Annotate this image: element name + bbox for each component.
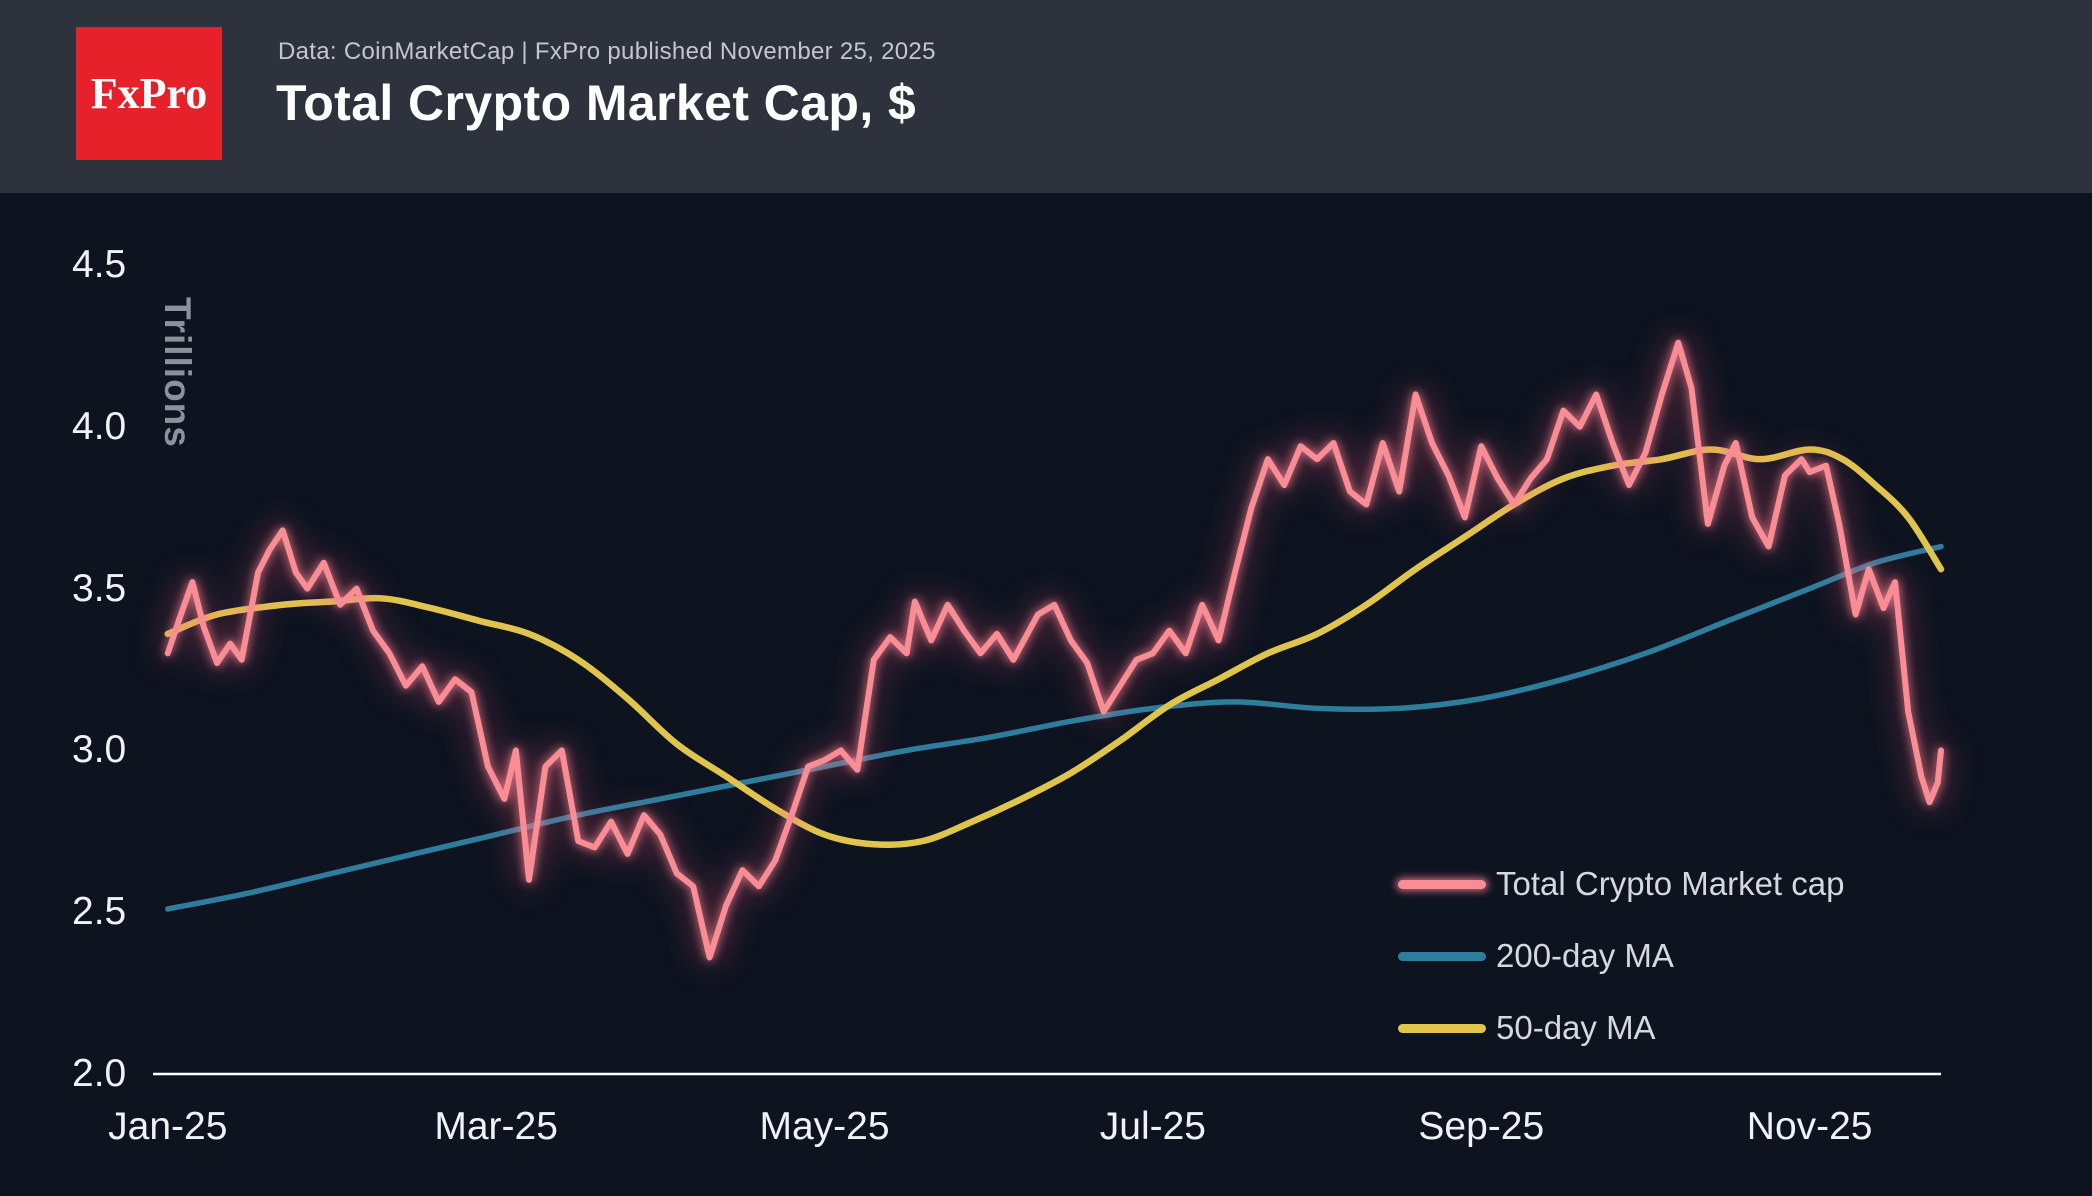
series-line-total-crypto-market-cap bbox=[164, 339, 1944, 961]
chart-area: Trillions 4.5 4.0 3.5 3.0 2.5 2.0 Jan-25 Mar-2… bbox=[0, 193, 2092, 1196]
x-tick-label: Jul-25 bbox=[1099, 1105, 1207, 1148]
x-tick-label: May-25 bbox=[759, 1105, 890, 1148]
y-tick-label: 2.5 bbox=[72, 890, 127, 934]
y-tick-label: 2.0 bbox=[72, 1052, 127, 1095]
legend-item-200day-ma: 200-day MA bbox=[1398, 920, 1844, 992]
y-tick-label: 3.0 bbox=[72, 728, 127, 772]
legend-item-market-cap: Total Crypto Market cap bbox=[1398, 848, 1844, 920]
legend-label-50day-ma: 50-day MA bbox=[1496, 1009, 1656, 1046]
legend-label-200day-ma: 200-day MA bbox=[1496, 937, 1674, 974]
legend-item-50day-ma: 50-day MA bbox=[1398, 992, 1844, 1064]
y-axis-label: Trillions bbox=[157, 297, 198, 448]
series-line-50-day-ma bbox=[164, 446, 1945, 848]
page-title: Total Crypto Market Cap, $ bbox=[276, 75, 917, 131]
x-tick-label: Jan-25 bbox=[108, 1105, 228, 1148]
ma50-line-swatch bbox=[1398, 1023, 1486, 1033]
x-tick-label: Nov-25 bbox=[1746, 1105, 1873, 1148]
market-cap-line-swatch bbox=[1398, 879, 1486, 889]
y-tick-label: 4.5 bbox=[72, 243, 127, 286]
header-bar: FxPro Data: CoinMarketCap | FxPro publis… bbox=[0, 0, 2092, 193]
legend: Total Crypto Market cap 200-day MA 50-da… bbox=[1398, 848, 1844, 1064]
data-source-line: Data: CoinMarketCap | FxPro published No… bbox=[278, 38, 936, 65]
line-plot bbox=[153, 339, 1945, 1076]
fxpro-logo-text: FxPro bbox=[90, 69, 208, 118]
legend-label-market-cap: Total Crypto Market cap bbox=[1496, 865, 1845, 902]
fxpro-logo: FxPro bbox=[76, 27, 222, 160]
ma200-line-swatch bbox=[1398, 951, 1486, 961]
series-line-200-day-ma bbox=[165, 543, 1944, 912]
y-tick-label: 3.5 bbox=[72, 566, 127, 610]
x-tick-label: Sep-25 bbox=[1418, 1105, 1545, 1148]
y-tick-label: 4.0 bbox=[72, 404, 127, 448]
x-tick-label: Mar-25 bbox=[434, 1105, 558, 1148]
